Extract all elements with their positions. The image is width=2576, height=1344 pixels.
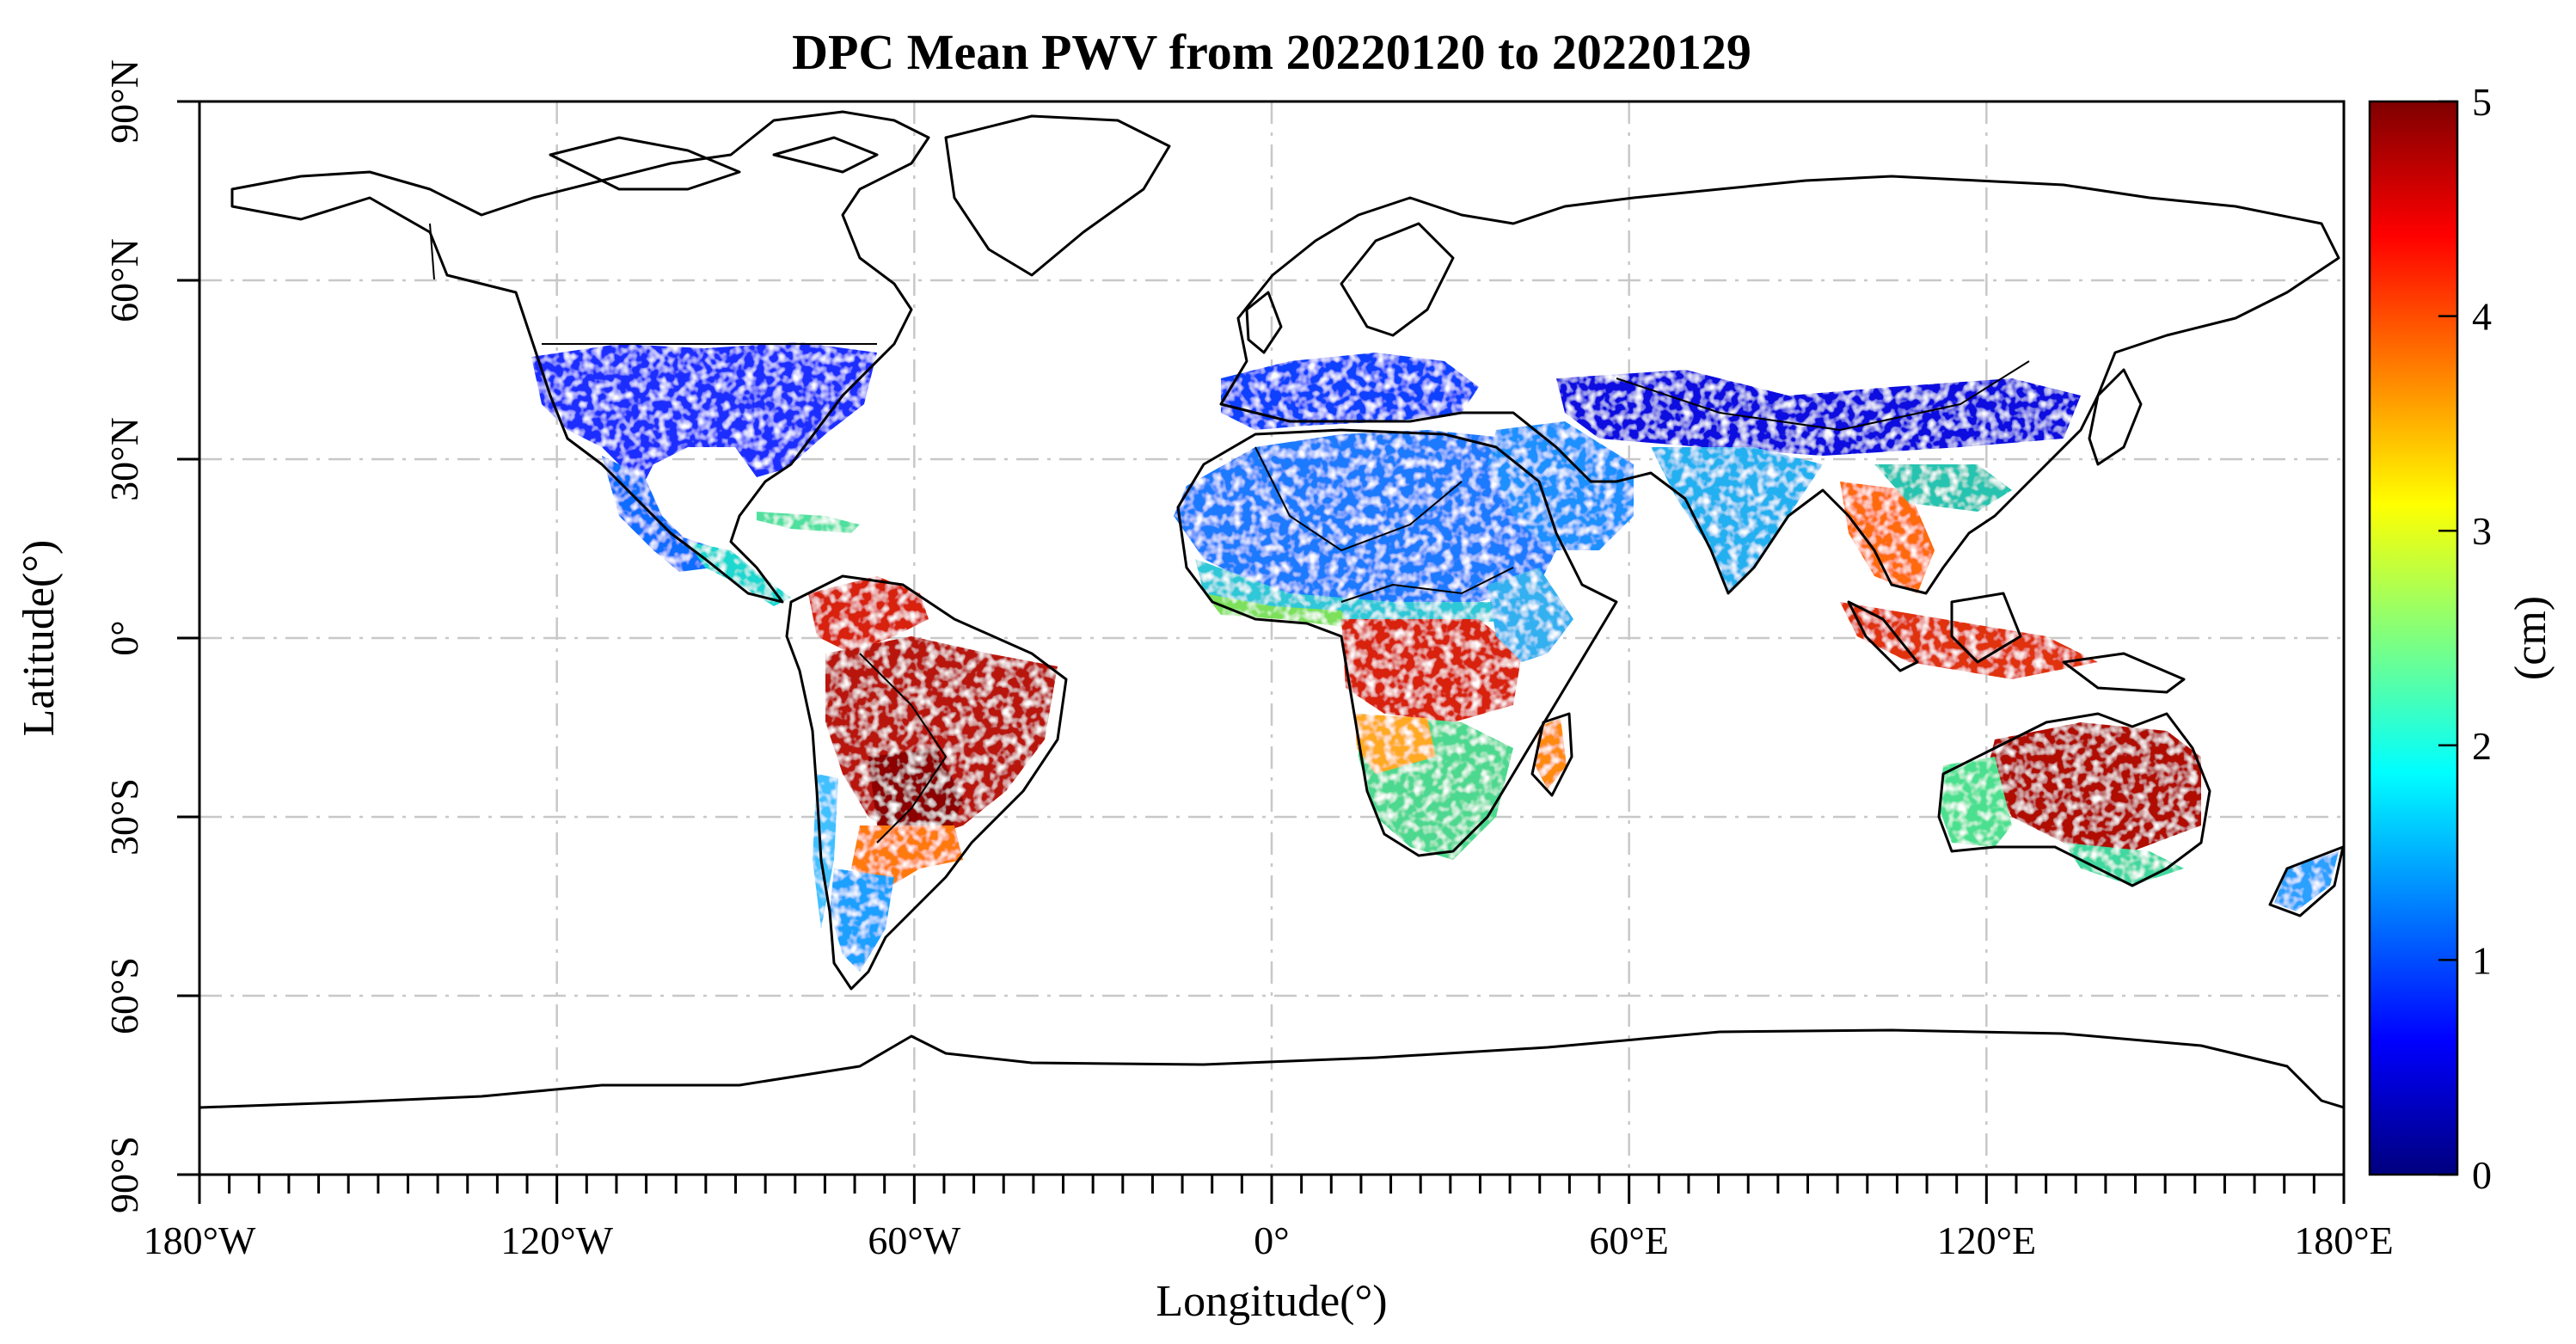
country-borders [429, 223, 2030, 844]
colorbar-tick-label: 3 [2472, 509, 2492, 553]
coast-arctic-islands [549, 136, 879, 191]
pwv-field-layer [531, 342, 2339, 972]
pwv-new-zealand [2274, 851, 2339, 911]
pwv-caribbean [757, 512, 860, 533]
border-asia [1616, 360, 2030, 432]
coastlines [199, 110, 2344, 1109]
coast-japan [2088, 368, 2143, 466]
colorbar [2368, 100, 2459, 1176]
colorbar-ticks: 5 4 3 2 1 0 [2438, 80, 2492, 1197]
pwv-east-africa [1487, 568, 1573, 662]
border-alaska [429, 223, 435, 280]
chart-title: DPC Mean PWV from 20220120 to 20220129 [792, 24, 1751, 80]
x-axis-label: Longitude(°) [1156, 1277, 1387, 1326]
pwv-india [1651, 447, 1823, 593]
pwv-maritime-sea [1840, 602, 2098, 679]
coast-sumatra [1847, 600, 1919, 672]
coast-britain [1245, 291, 1283, 354]
coast-new-zealand [2268, 845, 2344, 917]
y-tick-label: 60°N [102, 238, 146, 322]
x-tick-label: 120°E [1937, 1218, 2037, 1262]
y-tick-label: 30°N [102, 417, 146, 501]
coast-greenland [944, 114, 1171, 277]
colorbar-tick-label: 2 [2472, 724, 2492, 768]
pwv-europe [1221, 353, 1479, 430]
x-tick-label: 60°W [868, 1218, 960, 1262]
pwv-madagascar [1535, 718, 1567, 789]
x-tick-label: 180°E [2294, 1218, 2394, 1262]
coast-australia [1937, 712, 2211, 887]
pwv-angola [1354, 714, 1436, 774]
y-tick-label: 60°S [102, 957, 146, 1034]
coast-borneo [1950, 592, 2022, 664]
x-axis: 180°W 120°W 60°W 0° 60°E 120°E 180°E [144, 1175, 2394, 1262]
pwv-amazon-north [808, 576, 929, 654]
pwv-south-china [1874, 464, 2012, 512]
pwv-north-america [531, 342, 877, 542]
y-tick-label: 90°N [102, 59, 146, 144]
pwv-central-america [688, 542, 791, 606]
border-africa-west [1254, 446, 1463, 552]
y-tick-label: 30°S [102, 778, 146, 856]
colorbar-tick-label: 0 [2472, 1153, 2492, 1197]
coast-south-america [785, 574, 1068, 991]
coast-north-america [230, 110, 930, 604]
coast-scandinavia [1340, 222, 1455, 337]
colorbar-label: (cm) [2506, 596, 2555, 680]
pwv-indochina [1840, 482, 1935, 593]
x-tick-label: 180°W [144, 1218, 256, 1262]
y-axis-label: Latitude(°) [15, 540, 64, 737]
border-south-america [859, 653, 948, 844]
coast-madagascar [1530, 712, 1573, 797]
pwv-arabia [1487, 421, 1634, 550]
pwv-gulf-of-guinea [1204, 593, 1350, 628]
coast-eurasia [1219, 175, 2340, 595]
coast-africa [1176, 428, 1618, 857]
pwv-patagonia [830, 868, 894, 972]
border-africa-central [1340, 567, 1514, 603]
y-tick-label: 90°S [102, 1136, 146, 1213]
coast-antarctica [199, 1028, 2344, 1109]
y-axis: 90°N 60°N 30°N 0° 30°S 60°S 90°S [102, 59, 199, 1213]
x-tick-label: 120°W [500, 1218, 613, 1262]
coast-new-guinea [2062, 652, 2186, 694]
pwv-sahara [1174, 430, 1565, 602]
pwv-australia-north [1986, 722, 2201, 851]
x-tick-label: 0° [1254, 1218, 1289, 1262]
colorbar-tick-label: 4 [2472, 295, 2492, 339]
pwv-australia-west [1939, 757, 2012, 847]
pwv-congo [1341, 619, 1522, 722]
pwv-central-asia [1556, 370, 2081, 456]
x-tick-label: 60°E [1589, 1218, 1669, 1262]
y-tick-label: 0° [102, 620, 146, 655]
colorbar-tick-label: 5 [2472, 80, 2492, 124]
colorbar-tick-label: 1 [2472, 938, 2492, 982]
